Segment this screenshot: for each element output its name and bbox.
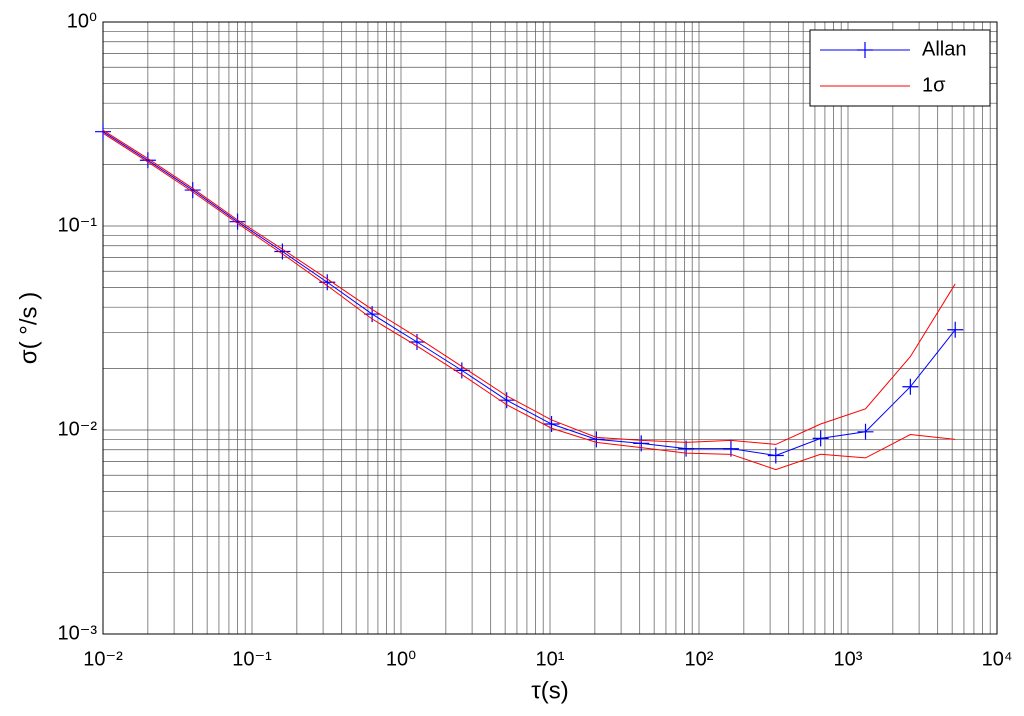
plot-frame: [102, 21, 998, 635]
legend-box: [809, 29, 991, 107]
x-tick-label: 10⁻¹: [232, 648, 272, 670]
marker: [184, 182, 201, 199]
legend-label: Allan: [922, 38, 966, 60]
marker: [588, 431, 605, 448]
marker: [139, 152, 156, 169]
y-tick-label: 10⁻²: [58, 418, 98, 440]
marker: [678, 440, 695, 457]
x-tick-label: 10⁻²: [83, 648, 123, 670]
y-tick-label: 10⁻¹: [58, 214, 98, 236]
series-line: [102, 132, 956, 471]
y-tick-label: 10⁰: [67, 10, 97, 32]
marker: [767, 447, 784, 464]
legend-marker: [857, 42, 873, 58]
x-tick-label: 10⁰: [386, 648, 416, 670]
marker: [229, 213, 246, 230]
marker: [902, 378, 919, 395]
x-tick-label: 10²: [685, 648, 714, 670]
marker: [543, 416, 560, 433]
series-line: [102, 131, 956, 457]
y-axis-label: σ( °/s ): [15, 292, 42, 364]
y-tick-label: 10⁻³: [58, 622, 98, 644]
marker: [95, 123, 111, 140]
x-tick-label: 10³: [834, 648, 863, 670]
marker: [274, 243, 291, 260]
marker: [812, 430, 829, 447]
legend-label: 1σ: [922, 74, 946, 96]
marker: [633, 435, 650, 452]
marker: [857, 423, 874, 440]
marker: [947, 321, 964, 338]
marker: [498, 392, 515, 409]
x-tick-label: 10¹: [536, 648, 565, 670]
x-tick-label: 10⁴: [982, 648, 1013, 670]
series-line: [102, 129, 956, 445]
x-axis-label: τ(s): [531, 677, 568, 704]
